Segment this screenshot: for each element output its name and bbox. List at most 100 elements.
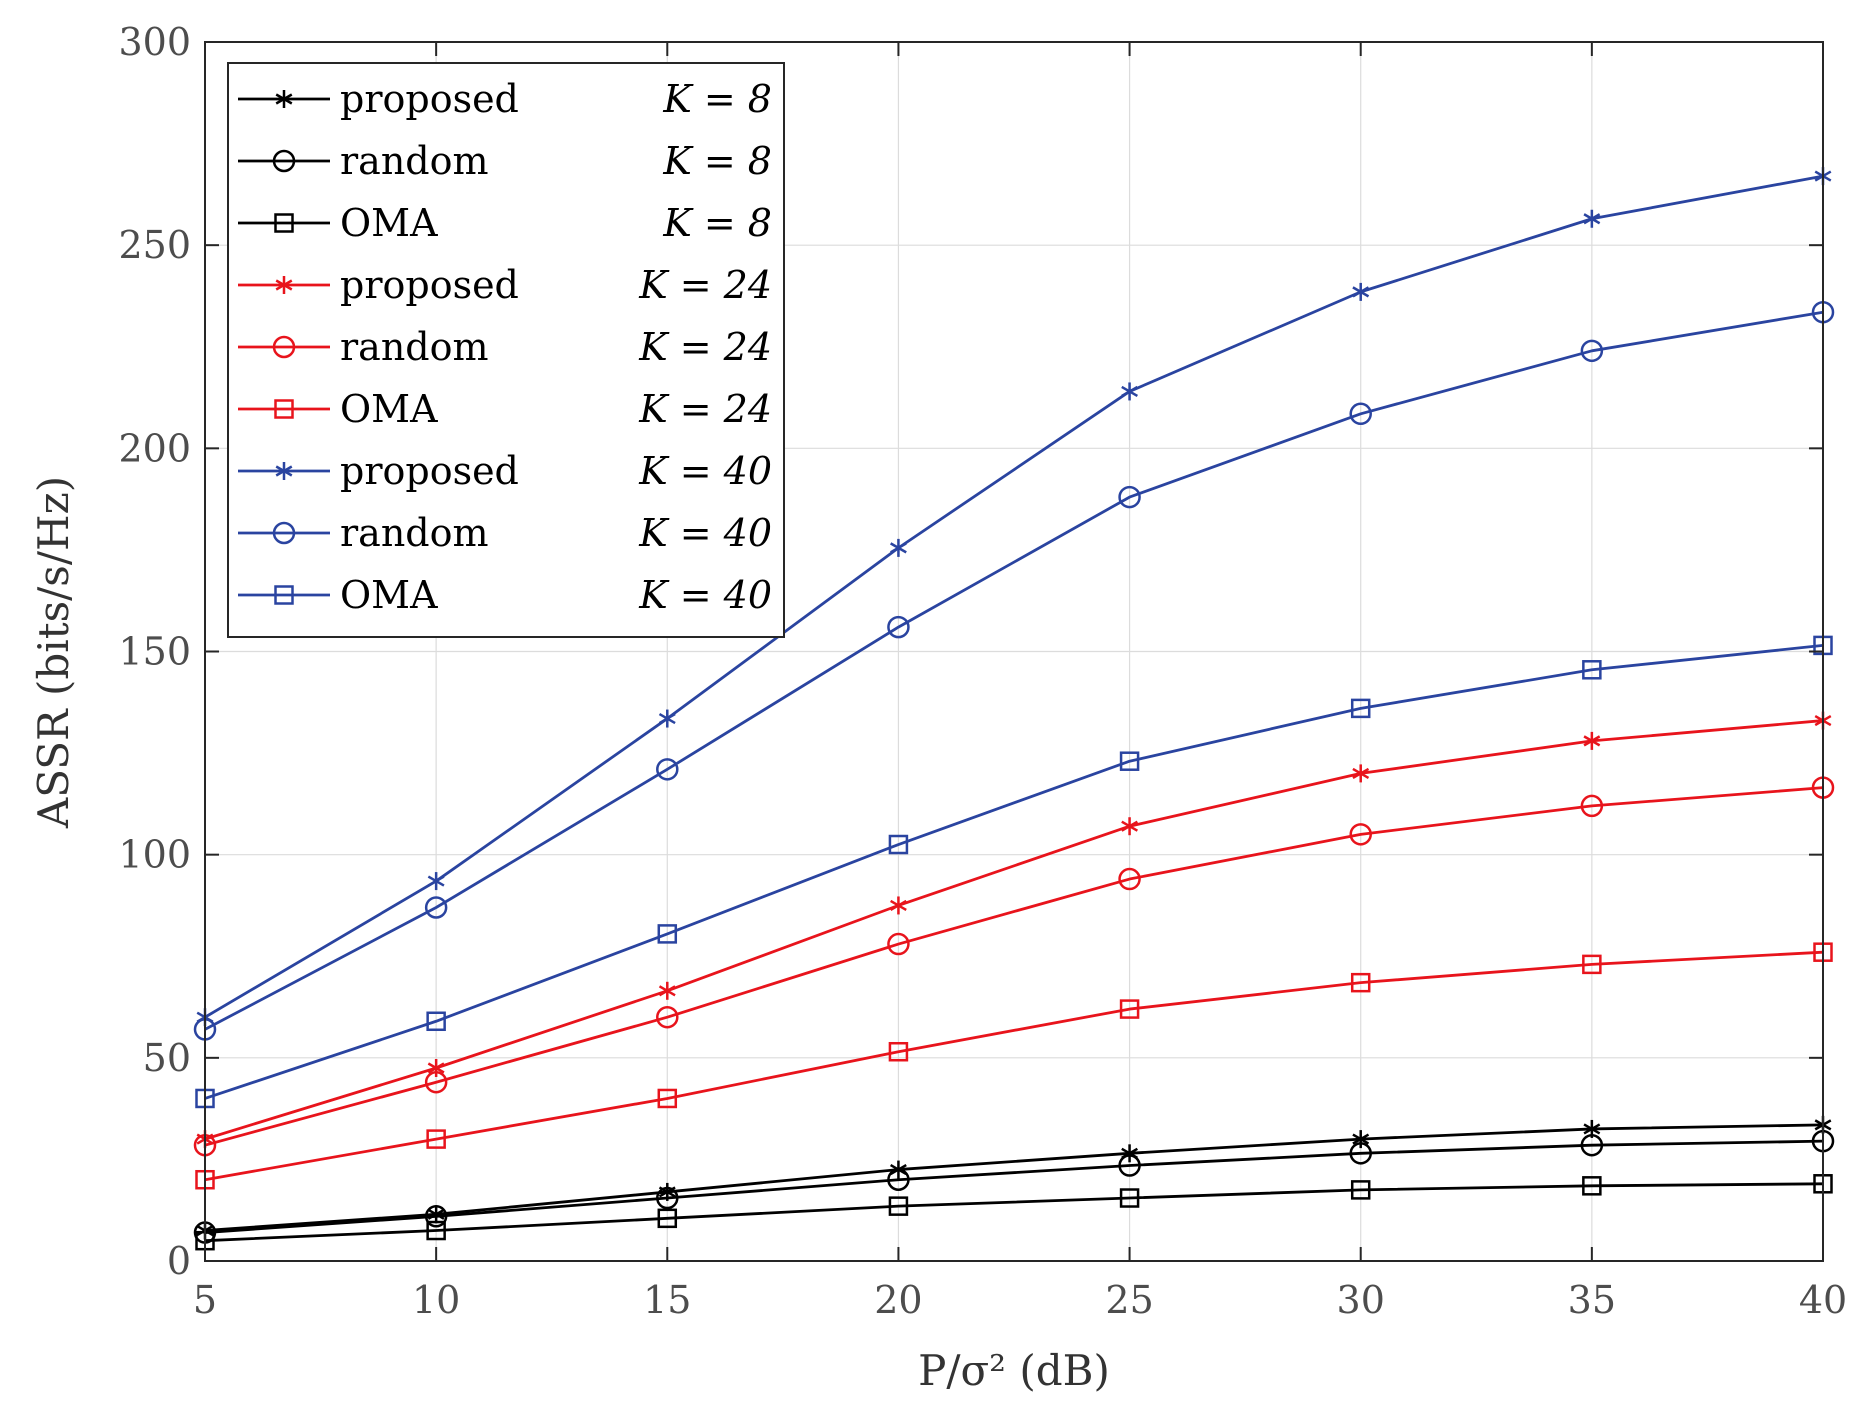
data-point — [1582, 660, 1602, 680]
data-point — [426, 1129, 446, 1149]
data-point — [1350, 972, 1371, 993]
series-proposed-40 — [196, 167, 1832, 1027]
legend-label: proposed — [340, 263, 519, 307]
x-tick-label: 40 — [1799, 1278, 1847, 1322]
series-line — [204, 1123, 1824, 1232]
data-point — [426, 1220, 446, 1241]
y-tick-label: 200 — [118, 426, 191, 470]
data-point — [1580, 1133, 1604, 1157]
data-point — [1349, 1142, 1372, 1165]
y-tick-label: 50 — [143, 1036, 191, 1080]
data-point — [887, 932, 910, 956]
series-line — [204, 1182, 1824, 1243]
data-point — [890, 538, 907, 557]
data-point — [1118, 1154, 1141, 1177]
data-point — [657, 1088, 678, 1109]
legend-marker — [275, 90, 293, 108]
data-point — [656, 758, 679, 781]
data-point — [1350, 698, 1371, 719]
data-point — [1119, 751, 1140, 771]
data-point — [1352, 282, 1370, 301]
legend-entry: proposed K = 8 — [238, 77, 772, 121]
data-point — [658, 981, 676, 1000]
data-point — [656, 1005, 679, 1029]
y-tick-label: 300 — [118, 20, 191, 64]
legend-marker — [275, 276, 293, 294]
data-point — [427, 872, 445, 891]
series-oma-24 — [195, 942, 1833, 1190]
legend-k-label: K = 8 — [662, 77, 772, 121]
data-point — [658, 709, 676, 728]
series-line — [204, 786, 1824, 1147]
data-point — [1582, 1176, 1602, 1196]
series-line — [204, 174, 1824, 1019]
data-point — [1350, 1180, 1371, 1200]
legend-k-label: K = 24 — [638, 263, 772, 307]
y-axis-label: ASSR (bits/s/Hz) — [29, 476, 78, 829]
data-point — [1580, 794, 1604, 818]
legend-box — [227, 62, 785, 638]
data-point — [1583, 731, 1601, 750]
legend-entry: random K = 40 — [238, 511, 772, 555]
data-point — [888, 1041, 909, 1062]
data-point — [1583, 209, 1601, 228]
x-tick-label: 15 — [643, 1278, 691, 1322]
data-point — [888, 1196, 909, 1216]
x-tick-label: 20 — [874, 1278, 922, 1322]
data-point — [888, 834, 909, 855]
data-point — [1352, 1130, 1370, 1149]
legend-marker — [274, 213, 294, 233]
data-point — [656, 1186, 679, 1210]
series-line — [204, 310, 1824, 1031]
data-point — [427, 1058, 445, 1077]
data-point — [426, 1011, 446, 1032]
legend-k-label: K = 8 — [662, 139, 772, 183]
y-tick-label: 150 — [118, 630, 191, 674]
data-point — [1118, 485, 1141, 509]
data-point — [890, 896, 907, 915]
data-point — [887, 1168, 910, 1191]
data-point — [657, 1208, 678, 1229]
legend-label: random — [340, 139, 489, 183]
legend-entry: proposed K = 24 — [238, 263, 772, 307]
data-point — [424, 1070, 448, 1094]
legend-label: random — [340, 325, 489, 369]
legend-entry: random K = 8 — [238, 139, 772, 183]
legend-marker — [272, 335, 296, 359]
data-point — [1121, 817, 1138, 836]
legend-entry: random K = 24 — [238, 325, 772, 369]
legend-label: OMA — [340, 387, 438, 431]
legend-entry: OMA K = 24 — [238, 387, 772, 431]
data-point — [1580, 339, 1604, 363]
series-line — [204, 644, 1824, 1100]
legend-k-label: K = 24 — [638, 387, 772, 431]
legend-k-label: K = 40 — [638, 449, 772, 493]
legend-label: OMA — [340, 201, 438, 245]
legend-entry: OMA K = 40 — [238, 573, 772, 617]
legend-marker — [274, 399, 294, 419]
data-point — [887, 615, 910, 639]
data-point — [1119, 999, 1140, 1019]
y-tick-label: 0 — [167, 1239, 191, 1283]
legend-entry: proposed K = 40 — [238, 449, 772, 493]
x-axis-label: P/σ² (dB) — [918, 1346, 1110, 1395]
x-tick-label: 10 — [412, 1278, 460, 1322]
legend-k-label: K = 8 — [662, 201, 772, 245]
data-point — [657, 924, 678, 944]
y-tick-label: 250 — [118, 223, 191, 267]
data-point — [424, 896, 448, 919]
legend-marker — [274, 585, 294, 605]
legend-label: random — [340, 511, 489, 555]
legend-label: proposed — [340, 449, 519, 493]
series-line — [204, 1139, 1824, 1234]
series-proposed-24 — [196, 711, 1832, 1149]
legend-label: proposed — [340, 77, 519, 121]
x-tick-label: 30 — [1337, 1278, 1385, 1322]
x-tick-label: 25 — [1105, 1278, 1153, 1322]
data-point — [1582, 954, 1602, 975]
legend-label: OMA — [340, 573, 438, 617]
x-tick-label: 5 — [193, 1278, 217, 1322]
data-point — [1119, 1188, 1140, 1208]
